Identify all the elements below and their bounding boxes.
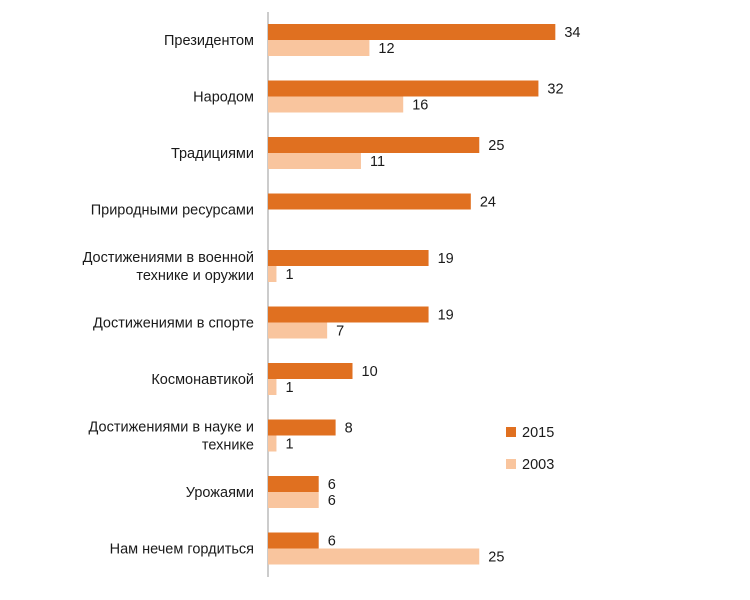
data-label-2015: 34 bbox=[564, 25, 580, 41]
bar-2003 bbox=[268, 40, 370, 56]
data-label-2015: 25 bbox=[488, 138, 504, 154]
bar-2003 bbox=[268, 153, 361, 169]
data-label-2003: 16 bbox=[412, 98, 428, 114]
bar-2015 bbox=[268, 250, 429, 266]
category-label: Достижениями в науке и технике bbox=[89, 420, 254, 454]
data-label-2003: 25 bbox=[488, 550, 504, 566]
category-label: Урожаями bbox=[186, 485, 254, 501]
bar-2003 bbox=[268, 435, 277, 452]
category-label: Народом bbox=[193, 90, 254, 106]
data-label-2003: 12 bbox=[378, 41, 394, 57]
data-label-2003: 6 bbox=[328, 493, 336, 509]
legend-swatch-2003 bbox=[506, 459, 516, 469]
data-label-2015: 6 bbox=[328, 534, 336, 550]
bar-2015 bbox=[268, 193, 471, 210]
bar-2003 bbox=[268, 379, 277, 395]
bar-2003 bbox=[268, 96, 404, 113]
data-label-2003: 1 bbox=[285, 380, 293, 396]
data-label-2015: 6 bbox=[328, 477, 336, 493]
bar-2003 bbox=[268, 492, 319, 508]
bar-2015 bbox=[268, 80, 539, 97]
data-label-2015: 10 bbox=[362, 364, 378, 380]
data-label-2015: 19 bbox=[438, 308, 454, 324]
bar-2003 bbox=[268, 266, 277, 282]
legend-swatch-2015 bbox=[506, 427, 516, 437]
category-label: Достижениями в спорте bbox=[93, 316, 254, 332]
bar-2015 bbox=[268, 419, 336, 436]
data-label-2015: 8 bbox=[345, 421, 353, 437]
category-label: Природными ресурсами bbox=[91, 203, 254, 219]
bar-2015 bbox=[268, 137, 480, 153]
data-label-2015: 19 bbox=[438, 251, 454, 267]
data-label-2015: 32 bbox=[547, 82, 563, 98]
legend-label-2003: 2003 bbox=[522, 457, 554, 473]
bar-2015 bbox=[268, 24, 556, 40]
bar-2015 bbox=[268, 363, 353, 379]
bar-2003 bbox=[268, 548, 480, 565]
category-label: Космонавтикой bbox=[151, 372, 254, 388]
category-label: Президентом bbox=[164, 33, 254, 49]
bar-2003 bbox=[268, 322, 328, 339]
category-label: Традициями bbox=[171, 146, 254, 162]
data-label-2003: 11 bbox=[370, 154, 385, 170]
legend-label-2015: 2015 bbox=[522, 425, 554, 441]
data-label-2003: 7 bbox=[336, 324, 344, 340]
bar-2015 bbox=[268, 476, 319, 492]
category-label: Нам нечем гордиться bbox=[110, 542, 254, 558]
data-label-2003: 1 bbox=[285, 437, 293, 453]
data-label-2003: 1 bbox=[285, 267, 293, 283]
bar-2015 bbox=[268, 532, 319, 549]
data-label-2015: 24 bbox=[480, 195, 496, 211]
category-label: Достижениями в военной технике и оружии bbox=[83, 250, 254, 284]
bar-2015 bbox=[268, 306, 429, 323]
